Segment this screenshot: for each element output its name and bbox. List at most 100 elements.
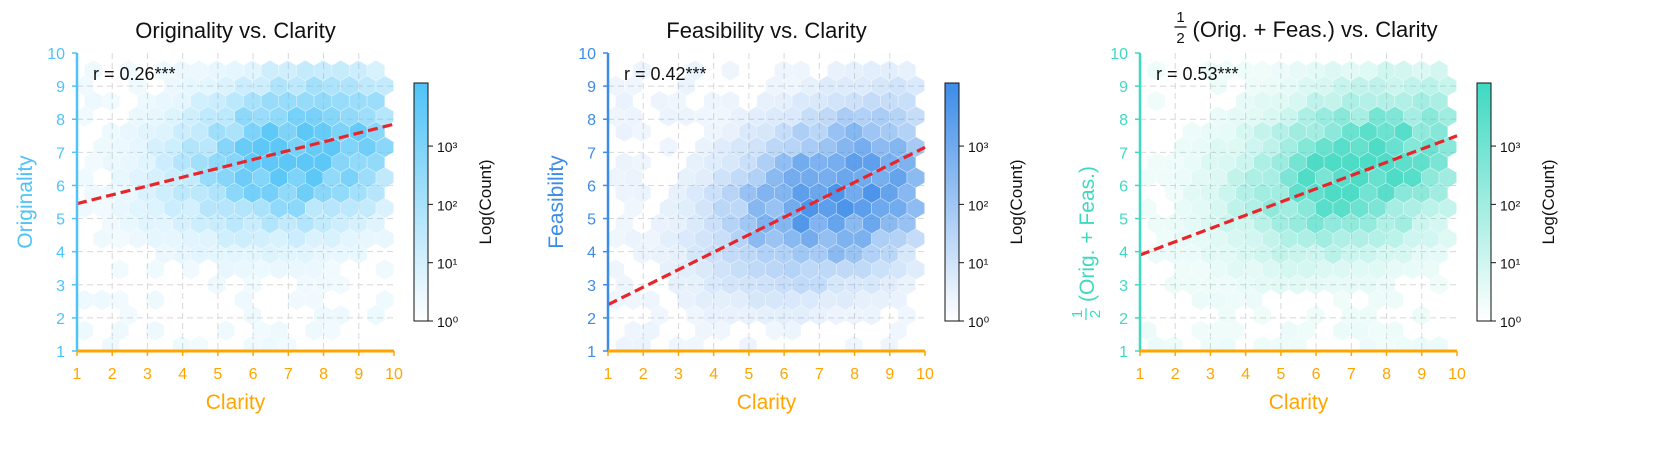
colorbar: 10⁰ 10¹ 10² 10³ Log(Count) — [944, 82, 1026, 330]
chart-title: 1 2 (Orig. + Feas.) vs. Clarity — [1174, 9, 1438, 47]
colorbar-label: Log(Count) — [1539, 159, 1558, 244]
hexbins — [1140, 59, 1457, 351]
hexbin — [110, 258, 129, 280]
x-axis-label: Clarity — [1269, 391, 1329, 414]
hexbin — [1412, 304, 1431, 326]
hexbin — [1140, 320, 1157, 342]
hexbin — [375, 258, 394, 280]
x-tick-label: 1 — [1136, 366, 1145, 383]
hexbin — [632, 151, 652, 173]
hexbin — [791, 59, 811, 82]
y-tick-label: 1 — [56, 344, 65, 361]
x-tick-label: 6 — [1312, 366, 1321, 383]
hexbin — [1306, 304, 1325, 326]
y-tick-label: 5 — [1119, 212, 1128, 229]
y-tick-label: 9 — [587, 79, 596, 96]
hexbin — [190, 335, 209, 351]
hexbin — [721, 90, 740, 112]
colorbar-tick-label: 10⁰ — [437, 314, 459, 330]
regression-line — [1139, 134, 1458, 257]
x-tick-label: 10 — [385, 366, 403, 383]
hexbin — [1253, 335, 1272, 351]
colorbar-tick-label: 10³ — [437, 139, 458, 155]
x-tick-label: 3 — [674, 366, 683, 383]
y-tick-label: 2 — [1119, 311, 1128, 328]
hexbin — [1429, 59, 1449, 82]
y-tick-label: 8 — [587, 112, 596, 129]
colorbar-label: Log(Count) — [1007, 159, 1026, 244]
x-tick-label: 8 — [319, 366, 328, 383]
x-tick-label: 5 — [213, 366, 222, 383]
y-label-fraction-den: 2 — [1087, 310, 1104, 318]
hexbin — [366, 59, 386, 82]
hexbin — [93, 289, 112, 311]
colorbar-gradient — [1476, 82, 1492, 322]
y-tick-label: 1 — [587, 344, 596, 361]
x-tick-label: 10 — [916, 366, 934, 383]
x-tick-label: 7 — [284, 366, 293, 383]
y-tick-label: 2 — [56, 311, 65, 328]
gridlines — [1140, 53, 1457, 351]
x-tick-label: 6 — [780, 366, 789, 383]
title-text: (Orig. + Feas.) vs. Clarity — [1193, 17, 1438, 42]
colorbar-tick-label: 10¹ — [968, 256, 989, 272]
y-axis-label: Feasibility — [545, 155, 568, 249]
x-tick-label: 4 — [709, 366, 718, 383]
hexbin — [216, 320, 235, 342]
y-tick-label: 5 — [587, 212, 596, 229]
hexbin — [331, 304, 350, 326]
correlation-annotation: r = 0.53*** — [1156, 64, 1239, 84]
panel-2: 1 2 3 4 5 6 7 8 9 10 1 2 3 4 5 6 7 8 9 10 Clarity Feasibility… — [545, 18, 1026, 414]
hexbins — [608, 59, 925, 351]
hexbin — [659, 136, 678, 158]
x-tick-label: 7 — [815, 366, 824, 383]
hexbin — [101, 90, 121, 112]
y-tick-label: 8 — [1119, 112, 1128, 129]
y-label-text: (Orig. + Feas.) — [1076, 166, 1099, 302]
colorbar-tick-label: 10¹ — [437, 256, 458, 272]
y-tick-label: 4 — [1119, 245, 1128, 262]
hexbin — [375, 289, 394, 311]
x-tick-label: 6 — [249, 366, 258, 383]
x-tick-label: 9 — [354, 366, 363, 383]
hexbin — [738, 335, 758, 351]
x-tick-label: 1 — [604, 366, 613, 383]
y-tick-label: 5 — [56, 212, 65, 229]
x-tick-label: 3 — [1206, 366, 1215, 383]
hexbins — [77, 59, 394, 351]
chart-title: Originality vs. Clarity — [135, 18, 335, 43]
y-tick-label: 9 — [1119, 79, 1128, 96]
y-tick-label: 8 — [56, 112, 65, 129]
x-tick-label: 5 — [744, 366, 753, 383]
y-tick-label: 7 — [587, 145, 596, 162]
hexbin — [608, 258, 625, 280]
y-tick-label: 10 — [1110, 46, 1128, 63]
x-tick-label: 2 — [1171, 366, 1180, 383]
hexbin — [1164, 335, 1184, 351]
colorbar-tick-label: 10³ — [1500, 139, 1521, 155]
hexbin — [632, 59, 652, 82]
y-tick-label: 6 — [587, 178, 596, 195]
hexbin — [844, 335, 864, 351]
colorbar-gradient — [944, 82, 960, 322]
hexbin — [721, 59, 740, 82]
x-tick-label: 5 — [1276, 366, 1285, 383]
x-tick-label: 9 — [885, 366, 894, 383]
y-tick-label: 7 — [56, 145, 65, 162]
x-tick-label: 7 — [1347, 366, 1356, 383]
hexbin — [110, 289, 129, 311]
hexbin — [77, 320, 94, 342]
colorbar-tick-label: 10¹ — [1500, 256, 1521, 272]
y-tick-label: 1 — [1119, 344, 1128, 361]
colorbar-tick-label: 10² — [968, 197, 989, 213]
hexbin — [119, 59, 138, 82]
x-tick-label: 8 — [850, 366, 859, 383]
colorbar: 10⁰ 10¹ 10² 10³ Log(Count) — [413, 82, 495, 330]
x-tick-label: 9 — [1417, 366, 1426, 383]
x-axis-label: Clarity — [206, 391, 266, 414]
y-tick-label: 3 — [56, 278, 65, 295]
x-tick-label: 2 — [108, 366, 117, 383]
hexbin — [668, 335, 687, 351]
